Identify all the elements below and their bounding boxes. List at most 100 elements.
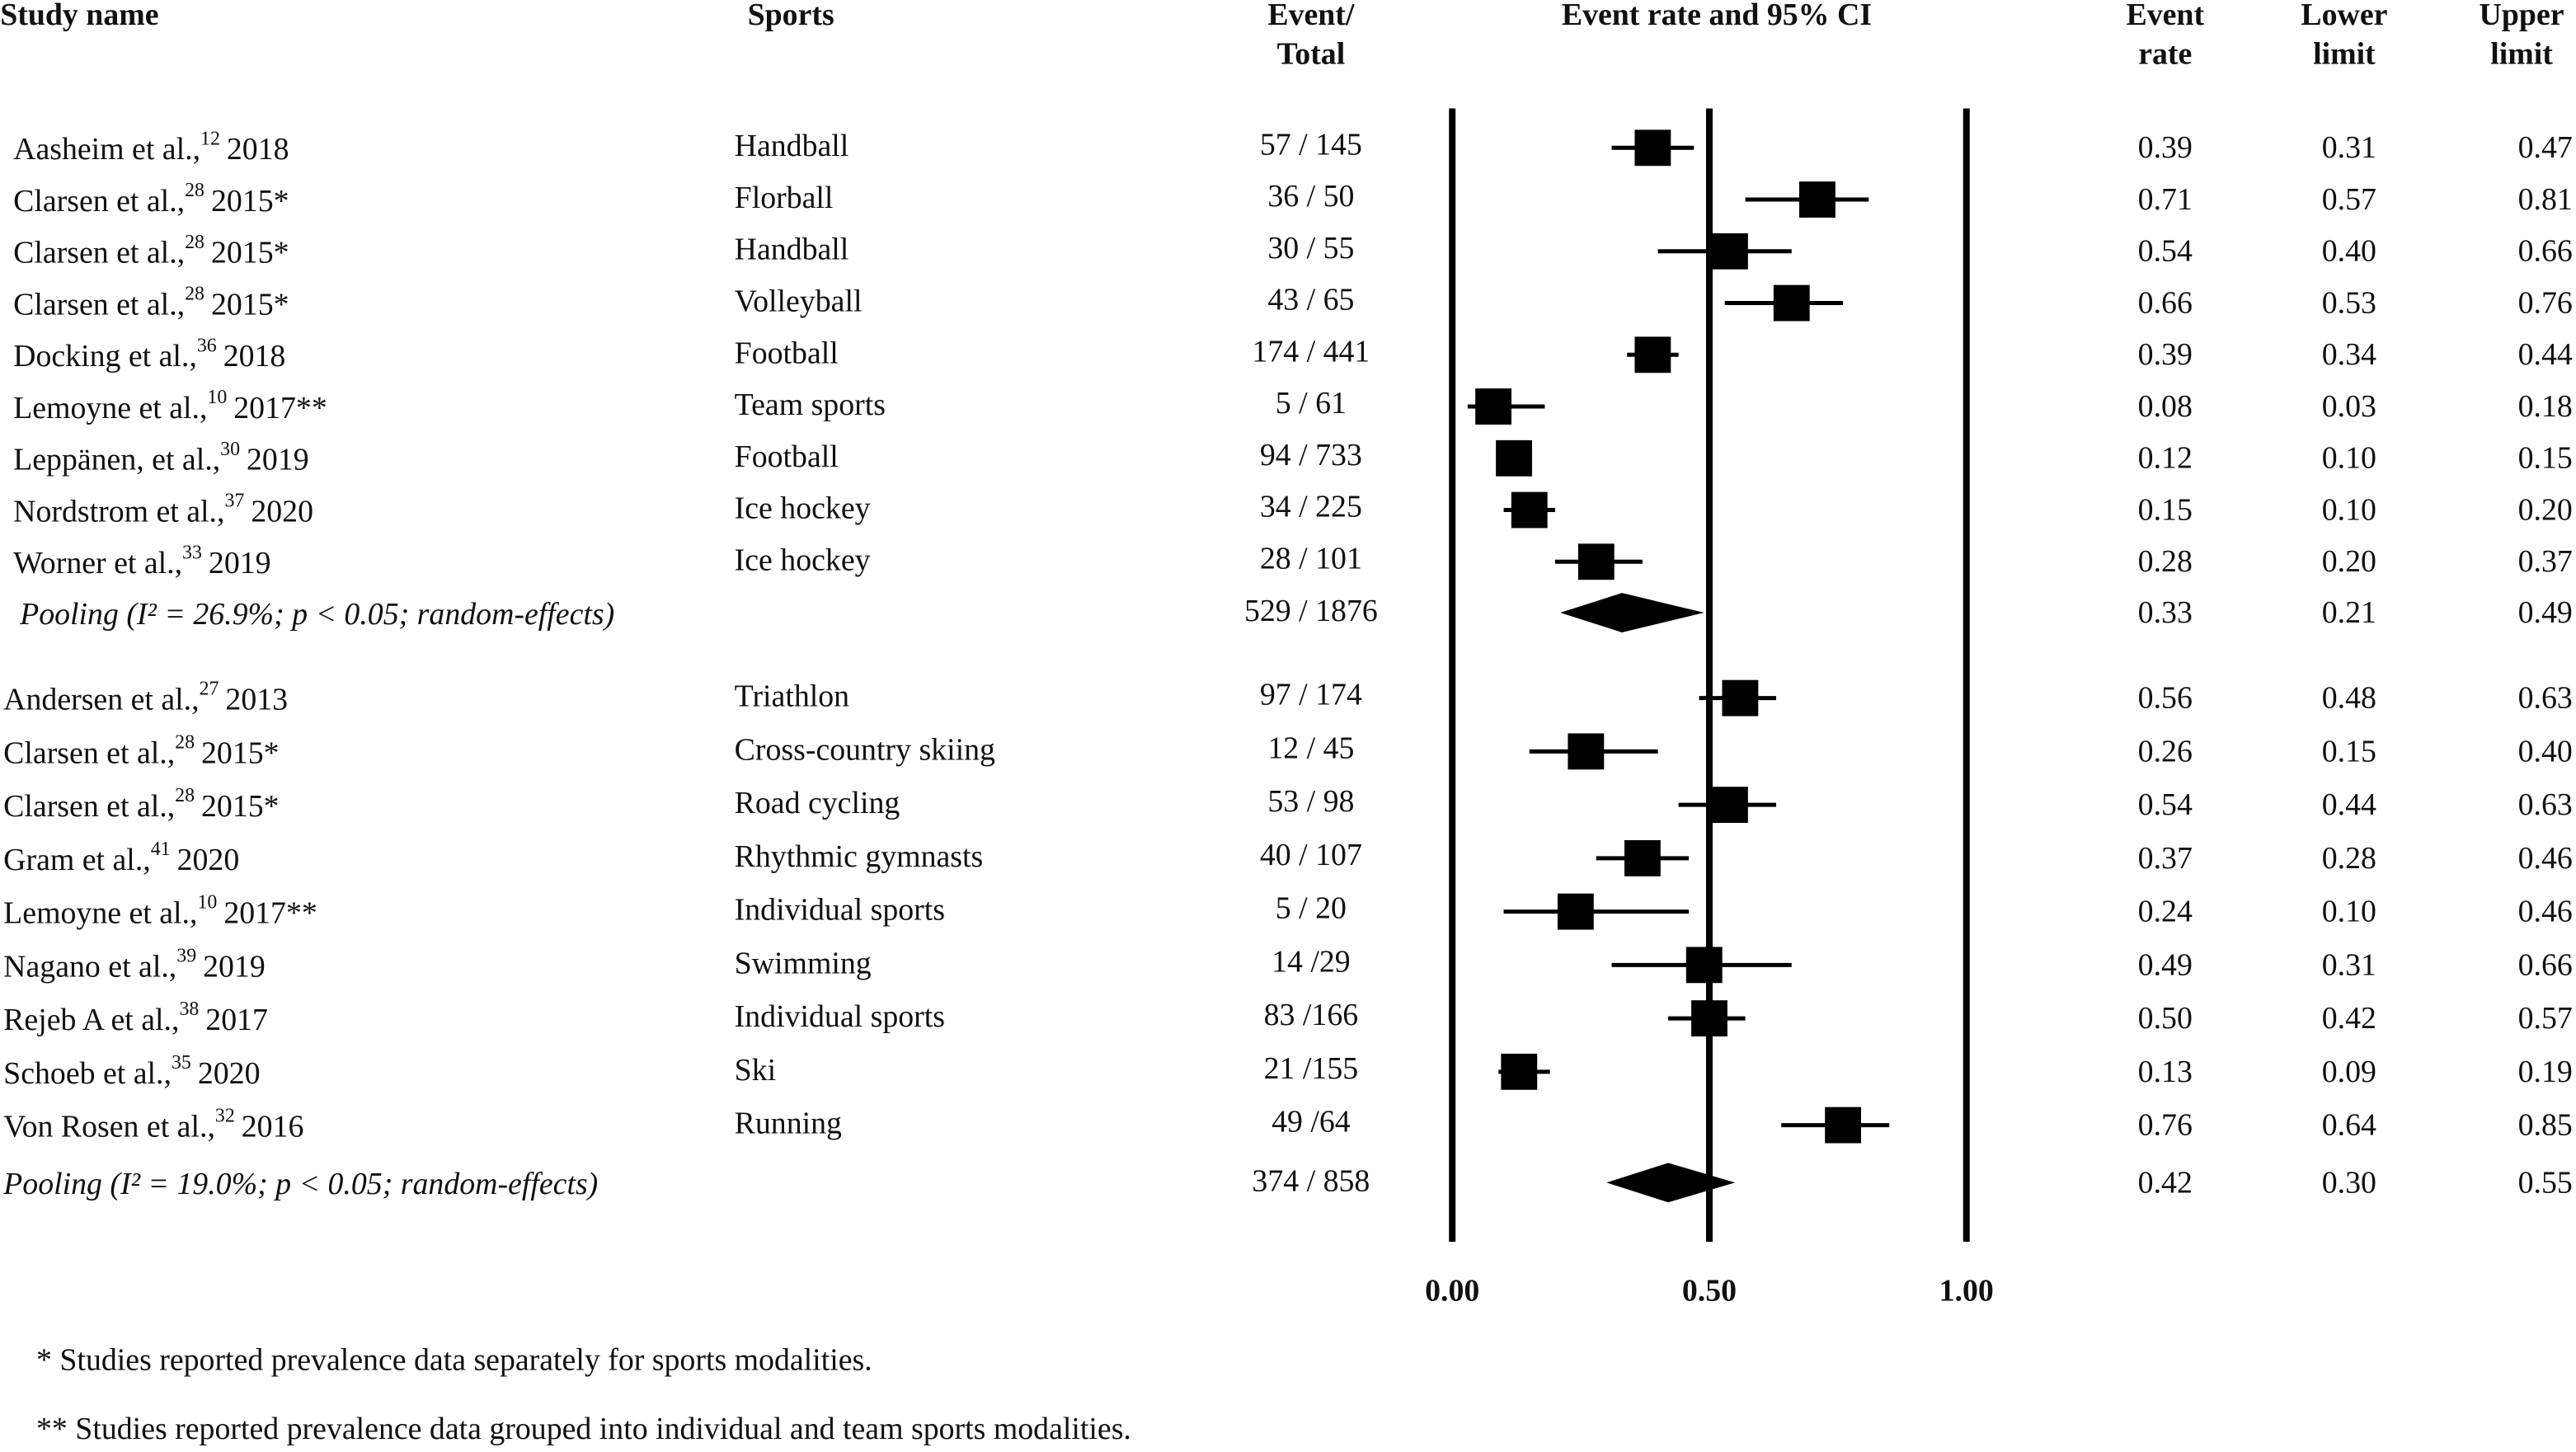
study-name: Worner et al.,33 2019 bbox=[13, 542, 270, 580]
point-estimate bbox=[1577, 543, 1615, 580]
events: 5 / 61 bbox=[1276, 386, 1347, 421]
sport: Ice hockey bbox=[735, 491, 871, 526]
header: Lower bbox=[2301, 0, 2387, 32]
lower-label: 0.10 bbox=[2322, 492, 2376, 527]
rate-label: 0.26 bbox=[2138, 734, 2193, 768]
sport: Individual sports bbox=[735, 999, 945, 1034]
events: 53 / 98 bbox=[1267, 784, 1354, 819]
study-author: Lemoyne et al., bbox=[13, 391, 207, 425]
point-estimate bbox=[1691, 1000, 1728, 1037]
x-tick-label: 0.00 bbox=[1425, 1274, 1479, 1309]
study-year: 2015* bbox=[211, 236, 289, 270]
study-name: Von Rosen et al.,32 2016 bbox=[3, 1106, 303, 1144]
footnote: * Studies reported prevalence data separ… bbox=[36, 1342, 872, 1377]
point-estimate bbox=[1685, 947, 1723, 984]
study-author: Clarsen et al., bbox=[13, 184, 185, 219]
header: Event bbox=[2126, 0, 2204, 32]
sport: Football bbox=[735, 439, 839, 474]
header: Event rate and 95% CI bbox=[1562, 0, 1872, 32]
study-author: Rejeb A et al., bbox=[3, 1003, 179, 1037]
sport: Triathlon bbox=[735, 679, 850, 714]
lower-label: 0.57 bbox=[2322, 182, 2376, 217]
sport: Individual sports bbox=[735, 893, 945, 928]
events: 97 / 174 bbox=[1260, 678, 1362, 712]
study-name: Andersen et al.,27 2013 bbox=[3, 679, 288, 717]
rate-label: 0.56 bbox=[2138, 681, 2193, 716]
pooling-label: Pooling (I² = 19.0%; p < 0.05; random-ef… bbox=[2, 1167, 598, 1201]
events: 374 / 858 bbox=[1252, 1163, 1370, 1198]
point-estimate bbox=[1634, 336, 1671, 374]
upper-label: 0.85 bbox=[2518, 1108, 2573, 1143]
point-estimate bbox=[1711, 787, 1748, 824]
point-estimate bbox=[1475, 388, 1512, 425]
upper-label: 0.57 bbox=[2518, 1001, 2573, 1036]
lower-label: 0.21 bbox=[2322, 595, 2376, 630]
study-author: Clarsen et al., bbox=[3, 735, 175, 770]
study-name: Leppänen, et al.,30 2019 bbox=[13, 439, 309, 477]
study-author: Clarsen et al., bbox=[13, 236, 185, 270]
sport: Ski bbox=[735, 1053, 776, 1088]
upper-label: 0.55 bbox=[2518, 1165, 2573, 1200]
point-estimate bbox=[1496, 439, 1532, 477]
study-ref: 28 bbox=[185, 284, 204, 305]
study-author: Nagano et al., bbox=[3, 949, 176, 984]
study-year: 2017** bbox=[233, 391, 327, 425]
events: 14 /29 bbox=[1272, 944, 1351, 979]
events: 21 /155 bbox=[1264, 1051, 1359, 1086]
sport: Swimming bbox=[735, 946, 872, 980]
rate-label: 0.33 bbox=[2138, 595, 2193, 630]
sport: Cross-country skiing bbox=[735, 732, 995, 767]
sport: Running bbox=[735, 1107, 842, 1141]
rate-label: 0.66 bbox=[2138, 285, 2193, 320]
study-author: Nordstrom et al., bbox=[13, 494, 224, 529]
events: 94 / 733 bbox=[1260, 438, 1362, 472]
study-name: Clarsen et al.,28 2015* bbox=[13, 232, 289, 270]
pooled-diamond bbox=[1606, 1163, 1736, 1203]
upper-label: 0.40 bbox=[2518, 734, 2573, 768]
events: 529 / 1876 bbox=[1244, 594, 1378, 628]
study-year: 2015* bbox=[201, 789, 280, 824]
point-estimate bbox=[1501, 1053, 1538, 1090]
rate-label: 0.39 bbox=[2138, 130, 2193, 165]
point-estimate bbox=[1798, 181, 1836, 218]
upper-label: 0.46 bbox=[2518, 895, 2573, 929]
sport: Football bbox=[735, 336, 839, 370]
study-ref: 37 bbox=[224, 491, 244, 512]
study-author: Gram et al., bbox=[3, 843, 151, 877]
sport: Volleyball bbox=[735, 284, 863, 318]
upper-label: 0.46 bbox=[2518, 841, 2573, 876]
upper-label: 0.20 bbox=[2518, 492, 2573, 527]
study-year: 2019 bbox=[203, 949, 266, 984]
study-author: Schoeb et al., bbox=[3, 1056, 172, 1091]
x-tick-label: 0.50 bbox=[1682, 1274, 1737, 1309]
events: 34 / 225 bbox=[1260, 490, 1362, 524]
header: Total bbox=[1277, 37, 1346, 72]
events: 28 / 101 bbox=[1260, 541, 1362, 576]
study-name: Clarsen et al.,28 2015* bbox=[13, 180, 289, 219]
lower-label: 0.40 bbox=[2322, 234, 2376, 269]
events: 43 / 65 bbox=[1267, 283, 1354, 317]
lower-label: 0.31 bbox=[2322, 130, 2376, 165]
rate-label: 0.54 bbox=[2138, 787, 2193, 822]
upper-label: 0.66 bbox=[2518, 234, 2573, 269]
study-ref: 36 bbox=[197, 335, 217, 356]
rate-label: 0.13 bbox=[2138, 1055, 2193, 1089]
sport: Handball bbox=[735, 233, 849, 267]
rate-label: 0.54 bbox=[2138, 234, 2193, 269]
study-name: Docking et al.,36 2018 bbox=[13, 335, 285, 374]
header: limit bbox=[2490, 37, 2553, 72]
sport: Ice hockey bbox=[735, 543, 871, 577]
lower-label: 0.53 bbox=[2322, 285, 2376, 320]
upper-label: 0.15 bbox=[2518, 441, 2573, 476]
point-estimate bbox=[1557, 893, 1594, 930]
header: Study name bbox=[0, 0, 158, 32]
study-author: Von Rosen et al., bbox=[3, 1110, 215, 1144]
study-author: Docking et al., bbox=[13, 339, 197, 374]
study-ref: 28 bbox=[175, 785, 195, 806]
study-year: 2019 bbox=[247, 443, 309, 477]
rate-label: 0.37 bbox=[2138, 841, 2193, 876]
study-ref: 32 bbox=[215, 1106, 235, 1127]
events: 49 /64 bbox=[1272, 1105, 1351, 1140]
study-author: Aasheim et al., bbox=[13, 132, 200, 167]
study-ref: 10 bbox=[197, 892, 217, 914]
